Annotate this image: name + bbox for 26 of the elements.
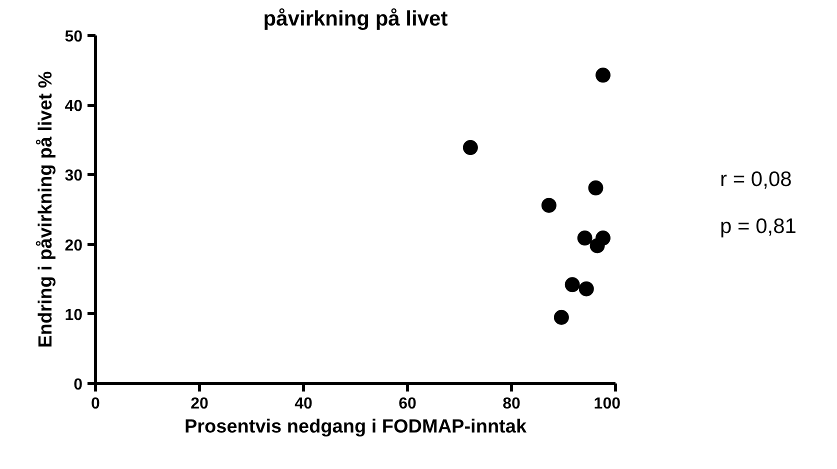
x-tick-label: 100 — [594, 396, 621, 412]
point — [564, 277, 580, 292]
y-axis-title: Endring i påvirkning på livet % — [36, 71, 57, 348]
point — [590, 238, 605, 254]
text: p = 0,81 — [720, 214, 796, 240]
y-tick-label: 30 — [64, 168, 83, 185]
point — [541, 198, 556, 213]
point — [596, 68, 611, 83]
text: r = 0,08 — [720, 167, 793, 193]
x-tick-label: 20 — [190, 396, 208, 412]
point — [588, 180, 604, 196]
x-tick-label: 60 — [398, 396, 416, 412]
point — [578, 281, 594, 296]
y-tick-label: 10 — [64, 306, 83, 324]
point — [577, 230, 592, 246]
x-tick-label: 80 — [502, 396, 520, 412]
x-tick-label: 0 — [91, 396, 100, 412]
chart-title: påvirkning på livet — [263, 8, 448, 30]
x-axis-title: Prosentvis nedgang i FODMAP-inntak — [184, 416, 527, 438]
y-tick-label: 20 — [64, 237, 83, 254]
point — [462, 140, 478, 156]
point — [554, 310, 569, 325]
y-tick-label: 0 — [74, 376, 83, 394]
x-tick-label: 40 — [294, 396, 312, 412]
y-tick-label: 40 — [64, 98, 83, 116]
y-tick-label: 50 — [64, 28, 83, 46]
